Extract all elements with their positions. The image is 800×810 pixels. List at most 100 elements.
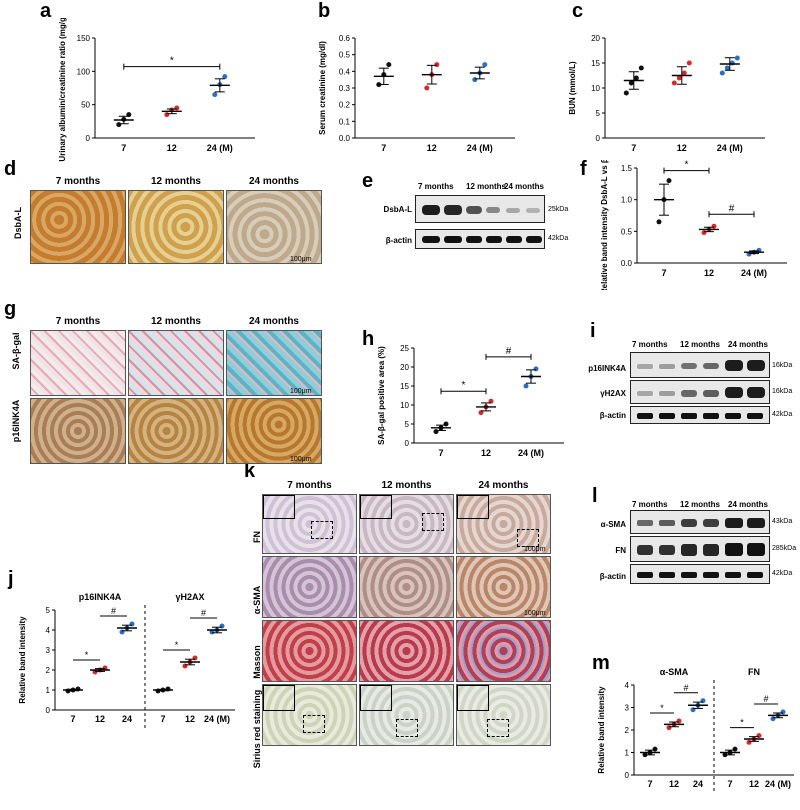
j-ytick-1: 1 (46, 686, 51, 695)
panel-letter-a: a (40, 0, 52, 22)
b-ytick-6: 0.6 (339, 34, 351, 43)
l-kda-2: 285kDa (772, 545, 797, 552)
chart-h: 0 5 10 15 20 25 SA-β-gal positive area (%) 7 12 2… (377, 344, 564, 458)
i-kda-3: 42kDa (772, 411, 793, 418)
k-asma-24m (456, 556, 551, 618)
b-point-g0-0 (376, 82, 382, 88)
a-ytick-0: 0 (86, 134, 91, 143)
g-sabgal-24m (226, 330, 322, 396)
d-image-7m (30, 190, 126, 264)
b-ytick-3: 0.3 (339, 84, 351, 93)
panel-letter-m: m (592, 652, 610, 674)
g-p16-12m (128, 398, 224, 464)
d-header-12: 12 months (150, 176, 201, 187)
m-ytick-1: 1 (625, 749, 630, 758)
e-row-dsbal: DsbA-L (383, 205, 412, 214)
j-s0-xtick-2: 24 (122, 714, 132, 724)
c-point-g0-3 (638, 65, 644, 71)
k-row-label-fn: FN (252, 531, 262, 543)
m-s1-sig1-label: * (740, 718, 744, 728)
j-s0-point-g2-2 (129, 621, 135, 627)
e-kda-2: 42kDa (548, 235, 569, 242)
m-s1-xtick-1: 12 (749, 779, 759, 789)
k-header-24: 24 months (478, 480, 529, 491)
i-row-h2ax: γH2AX (600, 389, 626, 398)
a-point-g2-2 (222, 74, 228, 80)
chart-c: 0 5 10 15 20 BUN (mmol/L) 7 12 24 (M) (568, 34, 765, 153)
a-point-g1-2 (174, 105, 180, 111)
d-image-24m (226, 190, 322, 264)
h-ytick-2: 10 (400, 401, 409, 410)
j-s0-sig2-label: # (111, 606, 116, 616)
b-point-g1-0 (424, 85, 430, 91)
e-row-actin: β-actin (385, 236, 412, 245)
j-ytick-4: 4 (46, 626, 51, 635)
m-s1-point-g2-0 (770, 716, 776, 722)
e-kda-1: 25kDa (548, 206, 569, 213)
l-row-actin: β-actin (599, 572, 626, 581)
b-ytick-1: 0.1 (339, 117, 351, 126)
l-blot-fn (630, 536, 770, 562)
panel-letter-k: k (244, 460, 256, 482)
c-point-g0-0 (623, 90, 629, 96)
j-subtitle-0: p16INK4A (79, 592, 122, 602)
h-sig-label-0: * (462, 380, 466, 391)
c-xtick-0: 7 (631, 143, 636, 153)
k-masson-24m (456, 620, 551, 682)
g-header-24: 24 months (248, 316, 299, 327)
c-point-g2-0 (719, 70, 725, 76)
m-ytick-3: 3 (625, 704, 630, 713)
chart-b: 0.0 0.1 0.2 0.3 0.4 0.5 0.6 Serum creatinine (m… (318, 34, 515, 153)
f-ytick-0: 0.0 (621, 259, 633, 268)
k-masson-12m (359, 620, 454, 682)
g-scale-bar-1: 100μm (290, 388, 312, 395)
j-s0-xtick-1: 12 (95, 714, 105, 724)
c-point-g2-2 (729, 60, 735, 66)
k-scale-bar-2: 100μm (524, 610, 546, 617)
chart-a: 0 50 100 150 Urinary albumin/creatinine rati… (58, 18, 255, 162)
m-ytick-2: 2 (625, 726, 630, 735)
b-point-g0-2 (386, 62, 392, 68)
f-ylabel: Relative band intensity DsbA-L vs β-acti… (600, 160, 609, 290)
b-ytick-0: 0.0 (339, 134, 351, 143)
m-s1-xtick-0: 7 (727, 779, 732, 789)
panel-letter-i: i (590, 320, 596, 342)
j-s1-point-g1-2 (192, 655, 198, 661)
a-point-g1-0 (164, 112, 170, 118)
a-ytick-3: 150 (77, 34, 91, 43)
c-point-g2-1 (724, 65, 730, 71)
i-header-7: 7 months (632, 340, 668, 349)
e-header-24: 24 months (504, 182, 545, 191)
k-row-label-asma: α-SMA (252, 585, 262, 615)
l-row-asma: α-SMA (600, 520, 626, 529)
panel-letter-c: c (572, 0, 584, 22)
c-ytick-1: 5 (596, 109, 601, 118)
k-header-12: 12 months (381, 480, 432, 491)
j-subtitle-1: γH2AX (175, 592, 204, 602)
m-s0-point-g0-2 (652, 746, 658, 752)
m-s0-sig2-label: # (683, 683, 688, 693)
m-ytick-0: 0 (625, 771, 630, 780)
b-xtick-0: 7 (381, 143, 386, 153)
f-point-g0-2 (666, 178, 672, 184)
i-header-24: 24 months (728, 340, 769, 349)
i-kda-2: 16kDa (772, 388, 793, 395)
c-ytick-3: 15 (591, 59, 600, 68)
j-s0-point-g2-0 (119, 629, 125, 635)
f-sig-label-0: * (685, 160, 689, 171)
j-s1-sig1-label: * (175, 640, 179, 650)
l-header-7: 7 months (632, 500, 668, 509)
m-s1-point-g1-2 (756, 733, 762, 739)
e-header-12: 12 months (466, 182, 507, 191)
c-point-g1-3 (686, 60, 692, 66)
j-ylabel: Relative band intensity (18, 616, 27, 704)
d-row-label: DsbA-L (13, 207, 23, 239)
g-sabgal-12m (128, 330, 224, 396)
h-ytick-1: 5 (405, 420, 410, 429)
g-scale-bar-2: 100μm (290, 456, 312, 463)
a-xtick-2: 24 (M) (207, 143, 233, 153)
e-header-7: 7 months (418, 182, 454, 191)
f-xtick-1: 12 (704, 268, 714, 278)
m-ylabel: Relative band intensity (597, 686, 606, 774)
